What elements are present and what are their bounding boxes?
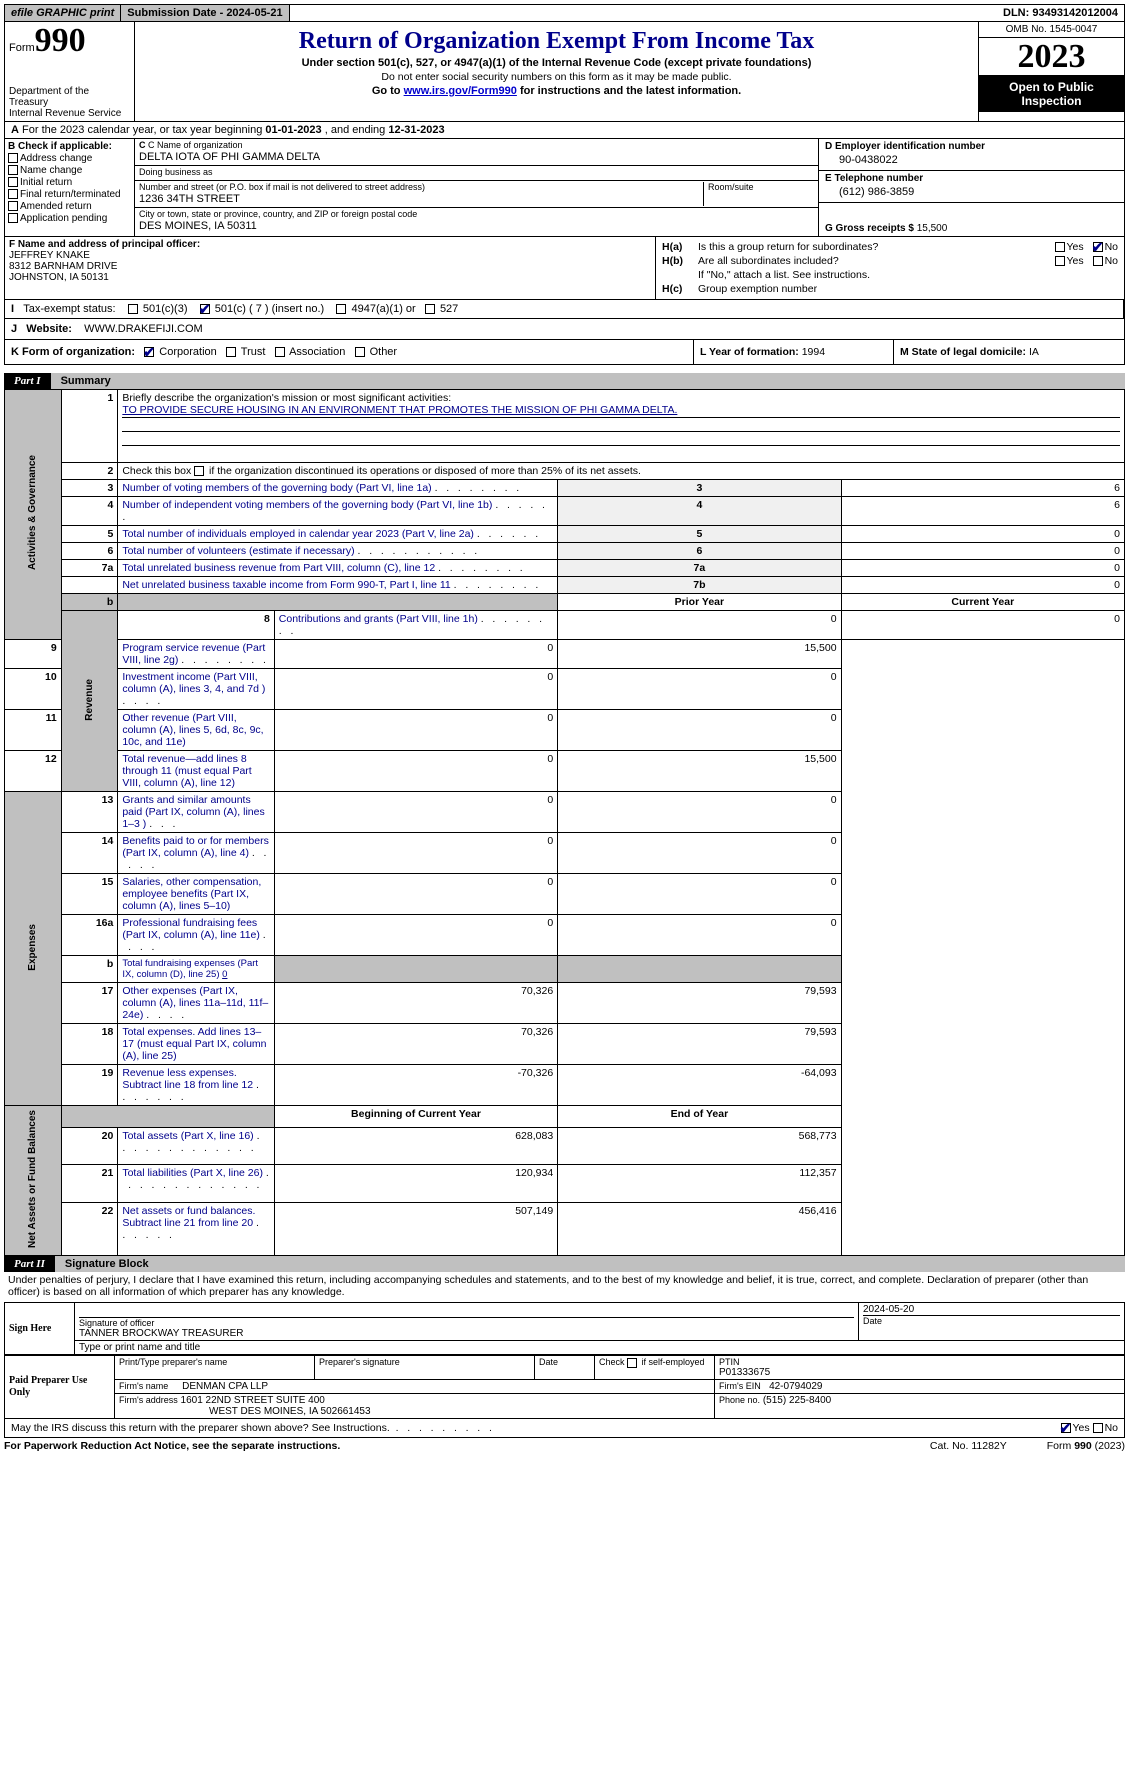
part1-header: Part I Summary <box>4 373 1125 389</box>
header-right: OMB No. 1545-0047 2023 Open to Public In… <box>978 22 1124 121</box>
self-employed-checkbox[interactable] <box>627 1358 637 1368</box>
irs-link[interactable]: www.irs.gov/Form990 <box>404 85 517 97</box>
firm-name: DENMAN CPA LLP <box>182 1381 268 1392</box>
discuss-no[interactable] <box>1093 1423 1103 1433</box>
vtab-governance: Activities & Governance <box>27 451 38 574</box>
box-d: D Employer identification number 90-0438… <box>818 139 1124 236</box>
header-mid: Return of Organization Exempt From Incom… <box>135 22 978 121</box>
line2-checkbox[interactable] <box>194 466 204 476</box>
discuss-row: May the IRS discuss this return with the… <box>4 1419 1125 1438</box>
k-assoc[interactable] <box>275 347 285 357</box>
dba-value <box>139 177 814 179</box>
website-value: WWW.DRAKEFIJI.COM <box>84 323 203 335</box>
vtab-revenue: Revenue <box>84 675 95 725</box>
mission-text: TO PROVIDE SECURE HOUSING IN AN ENVIRONM… <box>122 404 1120 418</box>
city-value: DES MOINES, IA 50311 <box>139 219 814 233</box>
officer-addr2: JOHNSTON, IA 50131 <box>9 272 651 283</box>
chk-initial-return[interactable]: Initial return <box>8 177 131 188</box>
i-501c3[interactable] <box>128 304 138 314</box>
org-name-label: C C Name of organization <box>139 140 814 150</box>
city-label: City or town, state or province, country… <box>139 209 814 219</box>
street-label: Number and street (or P.O. box if mail i… <box>139 182 699 192</box>
cat-no: Cat. No. 11282Y <box>930 1440 1007 1452</box>
i-527[interactable] <box>425 304 435 314</box>
form-word: Form <box>9 42 35 54</box>
submission-date: Submission Date - 2024-05-21 <box>121 5 289 21</box>
subtitle-2: Do not enter social security numbers on … <box>143 71 970 83</box>
officer-name: JEFFREY KNAKE <box>9 250 651 261</box>
row-fh: F Name and address of principal officer:… <box>4 237 1125 300</box>
page-footer: For Paperwork Reduction Act Notice, see … <box>4 1440 1125 1452</box>
chk-name-change[interactable]: Name change <box>8 165 131 176</box>
year-formation: 1994 <box>802 346 825 358</box>
tel-value: (612) 986-3859 <box>825 184 1118 200</box>
k-trust[interactable] <box>226 347 236 357</box>
ein-label: D Employer identification number <box>825 141 1118 152</box>
tax-year: 2023 <box>979 38 1124 76</box>
box-c: C C Name of organization DELTA IOTA OF P… <box>135 139 818 236</box>
gross-value: 15,500 <box>917 223 948 234</box>
subtitle-1: Under section 501(c), 527, or 4947(a)(1)… <box>143 57 970 69</box>
firm-addr1: 1601 22ND STREET SUITE 400 <box>181 1395 325 1406</box>
box-f: F Name and address of principal officer:… <box>5 237 656 299</box>
box-b: B Check if applicable: Address change Na… <box>5 139 135 236</box>
k-other[interactable] <box>355 347 365 357</box>
domicile: IA <box>1029 346 1039 358</box>
gross-label: G Gross receipts $ <box>825 223 914 234</box>
row-klm: K Form of organization: Corporation Trus… <box>4 340 1125 365</box>
ein-value: 90-0438022 <box>825 152 1118 168</box>
vtab-expenses: Expenses <box>27 920 38 975</box>
chk-app-pending[interactable]: Application pending <box>8 213 131 224</box>
row-j: J Website: WWW.DRAKEFIJI.COM <box>4 319 1125 340</box>
firm-phone: (515) 225-8400 <box>763 1395 831 1406</box>
box-h: H(a)Is this a group return for subordina… <box>656 237 1124 299</box>
dept-label: Department of the Treasury Internal Reve… <box>9 86 130 119</box>
i-4947[interactable] <box>336 304 346 314</box>
go-to-line: Go to www.irs.gov/Form990 for instructio… <box>143 85 970 97</box>
summary-table: Activities & Governance 1 Briefly descri… <box>4 389 1125 1256</box>
top-bar: efile GRAPHIC print Submission Date - 20… <box>4 4 1125 22</box>
form-header: Form990 Department of the Treasury Inter… <box>4 22 1125 122</box>
hb-no[interactable] <box>1093 256 1103 266</box>
org-name: DELTA IOTA OF PHI GAMMA DELTA <box>139 150 814 164</box>
form-ref: Form 990 (2023) <box>1047 1440 1125 1452</box>
preparer-table: Paid Preparer Use Only Print/Type prepar… <box>4 1355 1125 1419</box>
signature-table: Sign Here Signature of officer TANNER BR… <box>4 1302 1125 1355</box>
firm-ein: 42-0794029 <box>769 1381 822 1392</box>
chk-amended[interactable]: Amended return <box>8 201 131 212</box>
i-501c[interactable] <box>200 304 210 314</box>
efile-label: efile GRAPHIC print <box>5 5 121 21</box>
tel-label: E Telephone number <box>825 173 1118 184</box>
vtab-netassets: Net Assets or Fund Balances <box>27 1106 38 1252</box>
officer-addr1: 8312 BARNHAM DRIVE <box>9 261 651 272</box>
chk-address-change[interactable]: Address change <box>8 153 131 164</box>
chk-final-return[interactable]: Final return/terminated <box>8 189 131 200</box>
paid-preparer-label: Paid Preparer Use Only <box>5 1356 115 1419</box>
part2-header: Part II Signature Block <box>4 1256 1125 1272</box>
row-a: A For the 2023 calendar year, or tax yea… <box>4 122 1125 139</box>
ha-yes[interactable] <box>1055 242 1065 252</box>
k-corp[interactable] <box>144 347 154 357</box>
form-title: Return of Organization Exempt From Incom… <box>143 28 970 55</box>
pra-notice: For Paperwork Reduction Act Notice, see … <box>4 1440 340 1452</box>
dln: DLN: 93493142012004 <box>997 5 1124 21</box>
row-i: I Tax-exempt status: 501(c)(3) 501(c) ( … <box>4 300 1125 319</box>
discuss-yes[interactable] <box>1061 1423 1071 1433</box>
officer-signature: TANNER BROCKWAY TREASURER <box>79 1328 854 1339</box>
firm-addr2: WEST DES MOINES, IA 502661453 <box>209 1406 371 1417</box>
omb-number: OMB No. 1545-0047 <box>979 22 1124 38</box>
signature-intro: Under penalties of perjury, I declare th… <box>4 1272 1125 1300</box>
dba-label: Doing business as <box>139 167 814 177</box>
entity-block: B Check if applicable: Address change Na… <box>4 139 1125 237</box>
sig-date: 2024-05-20 <box>863 1304 1120 1316</box>
header-left: Form990 Department of the Treasury Inter… <box>5 22 135 121</box>
hb-yes[interactable] <box>1055 256 1065 266</box>
ptin-value: P01333675 <box>719 1367 1120 1378</box>
street-value: 1236 34TH STREET <box>139 192 699 206</box>
form-number: 990 <box>35 22 86 59</box>
sign-here-label: Sign Here <box>5 1303 75 1355</box>
ha-no[interactable] <box>1093 242 1103 252</box>
room-label: Room/suite <box>708 182 814 192</box>
inspection-label: Open to Public Inspection <box>979 76 1124 112</box>
